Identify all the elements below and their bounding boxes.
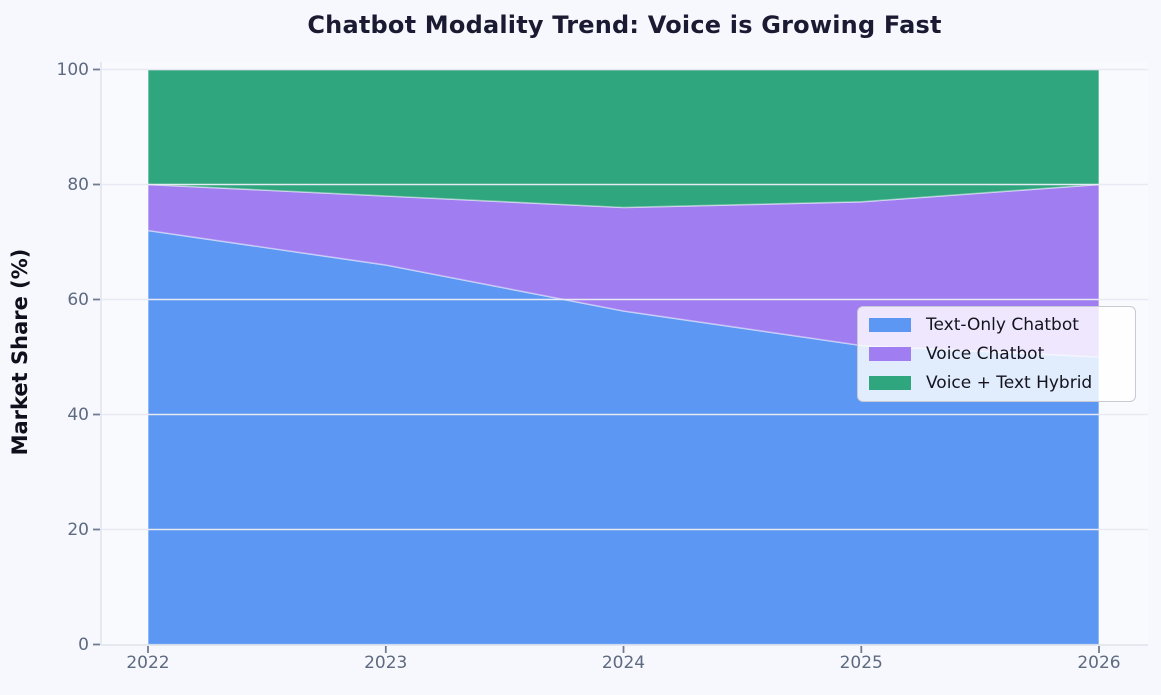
legend-label: Voice + Text Hybrid bbox=[926, 373, 1093, 393]
legend-swatch-hybrid bbox=[869, 376, 911, 390]
y-tick-label: 80 bbox=[67, 174, 89, 195]
y-tick-label: 0 bbox=[78, 634, 89, 655]
chart-title: Chatbot Modality Trend: Voice is Growing… bbox=[307, 11, 942, 39]
x-tick-label: 2025 bbox=[839, 653, 883, 673]
legend-label: Text-Only Chatbot bbox=[926, 315, 1079, 335]
legend-item: Voice Chatbot bbox=[869, 344, 1135, 364]
y-tick-label: 60 bbox=[67, 289, 89, 310]
x-tick-label: 2026 bbox=[1077, 653, 1121, 673]
y-tick-label: 100 bbox=[56, 59, 89, 80]
x-tick-label: 2022 bbox=[126, 653, 170, 673]
legend-swatch-text-only bbox=[869, 318, 911, 332]
y-tick-label: 20 bbox=[67, 519, 89, 540]
legend-label: Voice Chatbot bbox=[926, 344, 1045, 364]
y-axis-label: Market Share (%) bbox=[8, 248, 32, 456]
legend-item: Voice + Text Hybrid bbox=[869, 373, 1135, 393]
x-tick-label: 2023 bbox=[364, 653, 408, 673]
legend-item: Text-Only Chatbot bbox=[869, 315, 1135, 335]
y-tick-label: 40 bbox=[67, 404, 89, 425]
legend: Text-Only Chatbot Voice Chatbot Voice + … bbox=[857, 306, 1136, 402]
legend-swatch-voice bbox=[869, 347, 911, 361]
x-tick-label: 2024 bbox=[601, 653, 646, 673]
